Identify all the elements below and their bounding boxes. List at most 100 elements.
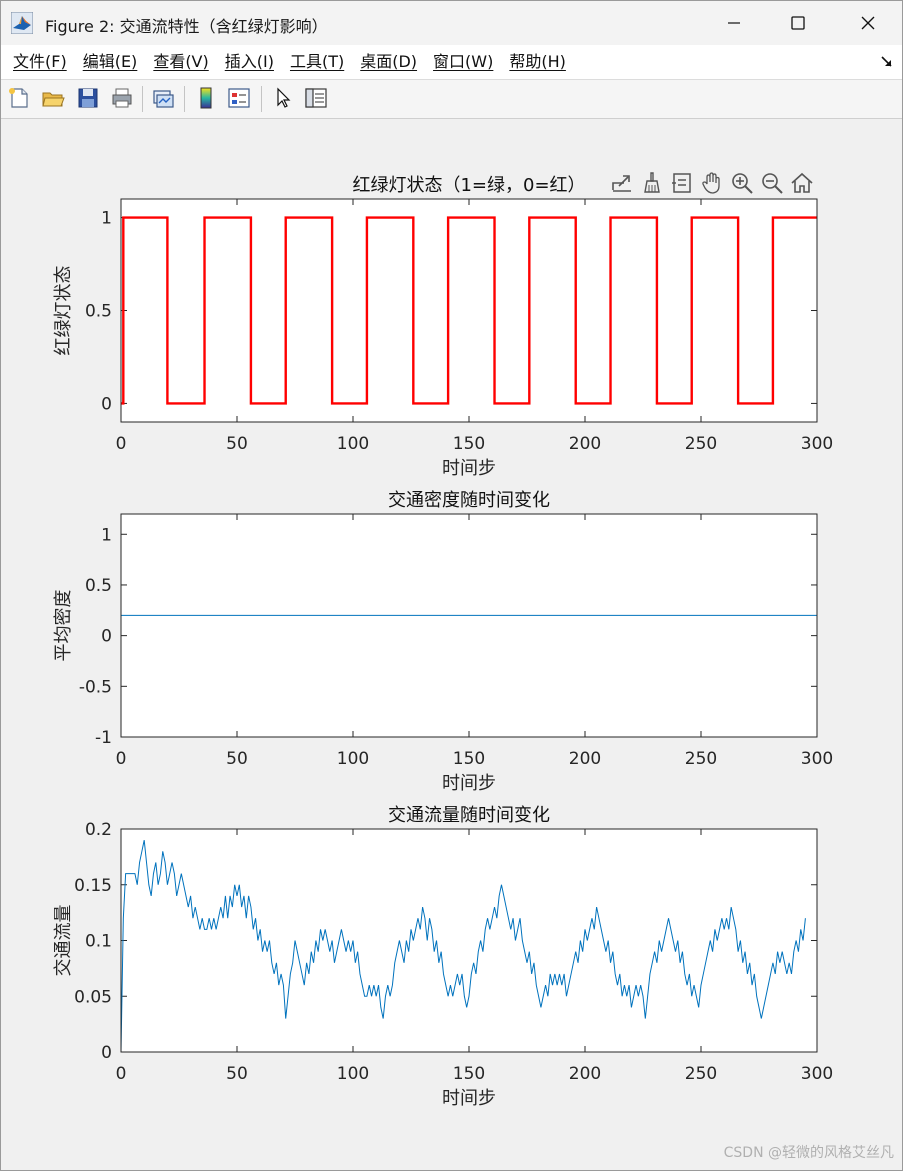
menu-edit[interactable]: 编辑(E) <box>82 52 138 71</box>
brush-icon <box>644 172 660 193</box>
dock-arrow-icon[interactable] <box>880 55 894 69</box>
x-tick-label: 200 <box>569 749 601 769</box>
new-figure-icon <box>9 88 28 108</box>
plot-area <box>121 829 817 1052</box>
y-tick-label: -0.5 <box>79 677 112 697</box>
print-icon <box>112 88 132 108</box>
y-tick-label: 0 <box>101 1043 112 1063</box>
new-figure-button[interactable] <box>6 85 32 111</box>
x-tick-label: 250 <box>685 434 717 454</box>
menu-file[interactable]: 文件(F) <box>13 52 67 71</box>
axes-3[interactable]: 0 50 100 150 200 250 300 0 0.05 0.1 0.15 0.2 交通流量随时间… <box>53 805 833 1109</box>
matlab-logo-icon <box>11 12 33 34</box>
y-tick-label: 0.5 <box>85 576 112 596</box>
x-tick-label: 0 <box>116 1064 127 1084</box>
x-tick-label: 100 <box>337 434 369 454</box>
maximize-icon <box>791 16 805 30</box>
open-file-icon <box>42 92 65 107</box>
x-tick-label: 100 <box>337 1064 369 1084</box>
save-icon <box>78 88 98 108</box>
save-button[interactable] <box>75 85 101 111</box>
series-line-1 <box>120 840 806 1053</box>
insert-legend-icon <box>228 88 250 108</box>
menu-insert[interactable]: 插入(I) <box>224 52 274 71</box>
data-tips-button[interactable] <box>667 169 697 197</box>
zoom-in-button[interactable] <box>727 169 757 197</box>
chart-title: 交通流量随时间变化 <box>388 805 550 826</box>
x-tick-label: 150 <box>453 749 485 769</box>
pan-icon <box>702 172 720 194</box>
toolbar-separator <box>142 86 143 112</box>
insert-colorbar-icon <box>200 87 212 109</box>
axes-box <box>120 828 818 1053</box>
menu-bar: 文件(F) 编辑(E) 查看(V) 插入(I) 工具(T) 桌面(D) 窗口(W… <box>1 45 902 80</box>
x-tick-label: 50 <box>226 749 248 769</box>
open-file-button[interactable] <box>40 85 66 111</box>
zoom-in-icon <box>732 173 753 194</box>
y-axis-label: 交通流量 <box>53 905 74 977</box>
y-axis-label: 平均密度 <box>53 590 74 662</box>
minimize-icon <box>728 22 740 24</box>
chart-title: 红绿灯状态（1=绿，0=红） <box>352 175 585 196</box>
x-tick-label: 50 <box>226 434 248 454</box>
axes-box <box>120 513 818 738</box>
menu-help[interactable]: 帮助(H) <box>509 52 566 71</box>
y-tick-label: 0.1 <box>85 932 112 952</box>
brush-button[interactable] <box>637 169 667 197</box>
pan-button[interactable] <box>697 169 727 197</box>
x-axis-label: 时间步 <box>442 458 496 479</box>
toolbar-separator <box>184 86 185 112</box>
link-plot-icon <box>153 90 174 108</box>
menu-tools[interactable]: 工具(T) <box>289 52 345 71</box>
axes-1[interactable]: 0 50 100 150 200 250 300 0 0.5 1 红绿灯状态（1=绿，0=红） 时间步… <box>53 175 833 479</box>
x-tick-label: 100 <box>337 749 369 769</box>
plot-area <box>121 514 817 737</box>
menu-window[interactable]: 窗口(W) <box>433 52 494 71</box>
zoom-out-icon <box>762 173 783 194</box>
insert-colorbar-button[interactable] <box>193 85 219 111</box>
insert-legend-button[interactable] <box>226 85 252 111</box>
y-tick-label: 0.5 <box>85 302 112 322</box>
title-bar[interactable]: Figure 2: 交通流特性（含红绿灯影响） <box>1 1 902 45</box>
x-tick-label: 0 <box>116 434 127 454</box>
y-tick-label: 0.2 <box>85 820 112 840</box>
axes-box <box>120 198 818 423</box>
series-line-1 <box>121 216 817 405</box>
watermark: CSDN @轻微的风格艾丝凡 <box>723 1145 894 1161</box>
y-tick-label: -1 <box>95 728 112 748</box>
maximize-button[interactable] <box>769 1 827 45</box>
property-inspector-button[interactable] <box>303 85 329 111</box>
y-tick-label: 1 <box>101 525 112 545</box>
y-tick-label: 1 <box>101 209 112 229</box>
menu-desktop[interactable]: 桌面(D) <box>360 52 418 71</box>
x-tick-label: 300 <box>801 749 833 769</box>
axes-toolbar <box>607 169 817 197</box>
edit-plot-button[interactable] <box>270 85 296 111</box>
x-tick-label: 200 <box>569 1064 601 1084</box>
x-tick-label: 50 <box>226 1064 248 1084</box>
close-button[interactable] <box>839 1 897 45</box>
y-axis-label: 红绿灯状态 <box>53 266 74 356</box>
axes-2[interactable]: 0 50 100 150 200 250 300 -1 -0.5 0 0.5 1 交通密度随时间变化时间… <box>53 490 833 794</box>
x-tick-label: 300 <box>801 434 833 454</box>
x-axis-label: 时间步 <box>442 1088 496 1109</box>
zoom-out-button[interactable] <box>757 169 787 197</box>
export-button[interactable] <box>607 169 637 197</box>
close-icon <box>861 16 875 30</box>
print-button[interactable] <box>109 85 135 111</box>
minimize-button[interactable] <box>705 1 763 45</box>
x-axis-label: 时间步 <box>442 773 496 794</box>
menu-view[interactable]: 查看(V) <box>153 52 209 71</box>
toolbar-separator <box>261 86 262 112</box>
restore-view-button[interactable] <box>787 169 817 197</box>
home-icon <box>791 172 813 193</box>
x-tick-label: 150 <box>453 434 485 454</box>
property-inspector-icon <box>305 88 327 108</box>
edit-plot-icon <box>277 87 291 108</box>
x-tick-label: 0 <box>116 749 127 769</box>
window-title: Figure 2: 交通流特性（含红绿灯影响） <box>45 17 328 36</box>
link-plot-button[interactable] <box>150 85 176 111</box>
x-tick-label: 200 <box>569 434 601 454</box>
